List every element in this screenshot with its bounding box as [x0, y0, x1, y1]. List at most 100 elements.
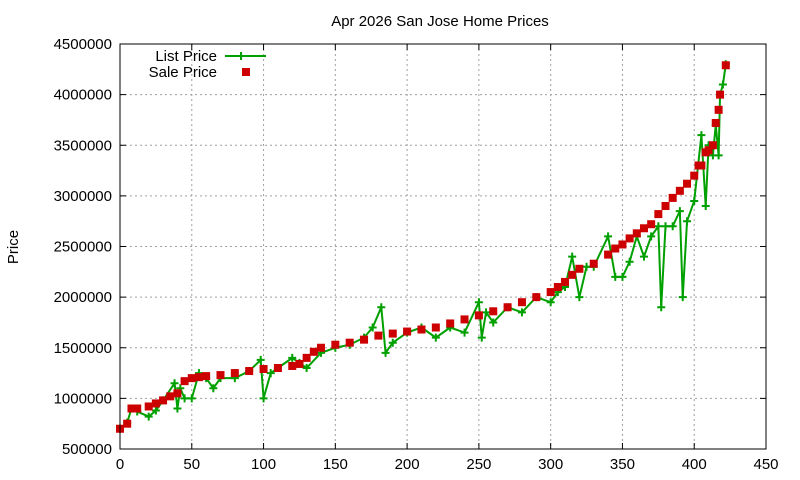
list-price-point — [266, 369, 275, 378]
sale-price-point — [553, 283, 562, 291]
sale-price-point — [639, 224, 648, 233]
sale-price-point — [259, 365, 268, 374]
sale-price-point — [690, 171, 699, 180]
legend: List Price Sale Price — [149, 48, 266, 81]
list-price-point — [187, 394, 196, 403]
list-price-point — [657, 303, 666, 312]
sale-price-point — [654, 210, 663, 219]
list-price-point — [381, 348, 390, 357]
sale-price-point — [561, 277, 570, 286]
list-price-point — [259, 394, 268, 403]
list-price-point — [151, 406, 160, 415]
sale-price-point — [173, 389, 182, 398]
list-price-point — [482, 308, 491, 317]
sale-price-point — [604, 250, 613, 259]
list-price-point — [477, 333, 486, 342]
sale-price-point — [194, 373, 203, 382]
sale-price-point — [683, 179, 692, 188]
sale-price-point — [489, 307, 498, 316]
y-tick-label: 4000000 — [54, 87, 112, 104]
x-tick-label: 200 — [395, 456, 420, 473]
sale-price-point — [180, 377, 189, 386]
sale-price-point — [388, 329, 397, 338]
sale-price-point — [711, 118, 720, 127]
list-price-point — [701, 202, 710, 210]
list-price-point — [718, 80, 727, 89]
list-price-point — [661, 222, 670, 231]
legend-label-list: List Price — [155, 48, 217, 65]
list-price-point — [368, 323, 377, 332]
sale-price-point — [708, 141, 717, 150]
list-price-point — [546, 298, 555, 307]
sale-price-point — [374, 331, 383, 340]
sale-price-point — [589, 259, 598, 268]
sale-price-point — [568, 270, 577, 279]
y-tick-label: 1500000 — [54, 340, 112, 357]
sale-price-point — [532, 293, 541, 302]
list-price-point — [714, 151, 723, 160]
sale-price-point — [668, 193, 677, 202]
list-price-point — [690, 196, 699, 205]
sale-price-point — [721, 61, 730, 70]
y-axis-label: Price — [5, 230, 22, 264]
sale-price-point — [474, 311, 483, 320]
list-price-point — [582, 262, 591, 271]
list-price-point — [625, 257, 634, 266]
y-tick-label: 3500000 — [54, 137, 112, 154]
sale-price-point — [704, 146, 713, 155]
x-tick-label: 400 — [682, 456, 707, 473]
sale-price-point — [661, 202, 670, 210]
sale-price-point — [245, 367, 254, 376]
list-price-point — [144, 412, 153, 421]
sale-price-point — [230, 369, 239, 378]
list-price-point — [377, 303, 386, 312]
list-price-point — [388, 338, 397, 347]
list-price-point — [697, 131, 706, 140]
sale-price-point — [127, 404, 136, 413]
sale-price-point — [714, 105, 723, 114]
x-tick-label: 350 — [610, 456, 635, 473]
list-price-point — [288, 353, 297, 362]
list-price-point — [668, 222, 677, 231]
sale-price-point — [417, 325, 426, 334]
list-price-point — [654, 222, 663, 231]
list-price-point — [460, 328, 469, 337]
sale-price-point — [151, 399, 160, 408]
sale-price-point — [187, 374, 196, 383]
list-price-point — [256, 355, 265, 364]
sale-price-point — [331, 340, 340, 349]
legend-label-sale: Sale Price — [149, 64, 217, 81]
y-tick-label: 2500000 — [54, 239, 112, 256]
chart-title: Apr 2026 San Jose Home Prices — [331, 13, 549, 30]
sale-price-point — [503, 303, 512, 312]
list-price-point — [611, 272, 620, 281]
sale-price-point — [403, 327, 412, 336]
list-price-point — [575, 293, 584, 302]
list-price-point — [474, 298, 483, 307]
x-tick-label: 0 — [116, 456, 124, 473]
sale-price-point — [625, 234, 634, 243]
x-tick-label: 100 — [251, 456, 276, 473]
y-tick-label: 3000000 — [54, 188, 112, 205]
y-tick-label: 500000 — [62, 441, 112, 458]
sale-price-point — [632, 229, 641, 238]
x-tick-label: 300 — [538, 456, 563, 473]
list-price-point — [604, 232, 613, 241]
sale-price-point — [647, 220, 656, 229]
list-price-point — [302, 364, 311, 372]
list-price-point — [678, 293, 687, 302]
sale-price-point — [345, 338, 354, 347]
list-price-point — [170, 379, 179, 388]
x-tick-label: 250 — [466, 456, 491, 473]
sale-price-point — [144, 402, 153, 411]
list-price-point — [173, 404, 182, 413]
sale-price-point — [575, 264, 584, 273]
legend-marker-sale — [242, 68, 250, 76]
y-tick-label: 4500000 — [54, 36, 112, 53]
sale-price-point — [675, 186, 684, 195]
sale-price-point — [216, 371, 225, 380]
list-price-point — [180, 394, 189, 403]
list-price-point — [639, 252, 648, 261]
sale-price-point — [618, 240, 627, 249]
list-price-point — [568, 252, 577, 261]
